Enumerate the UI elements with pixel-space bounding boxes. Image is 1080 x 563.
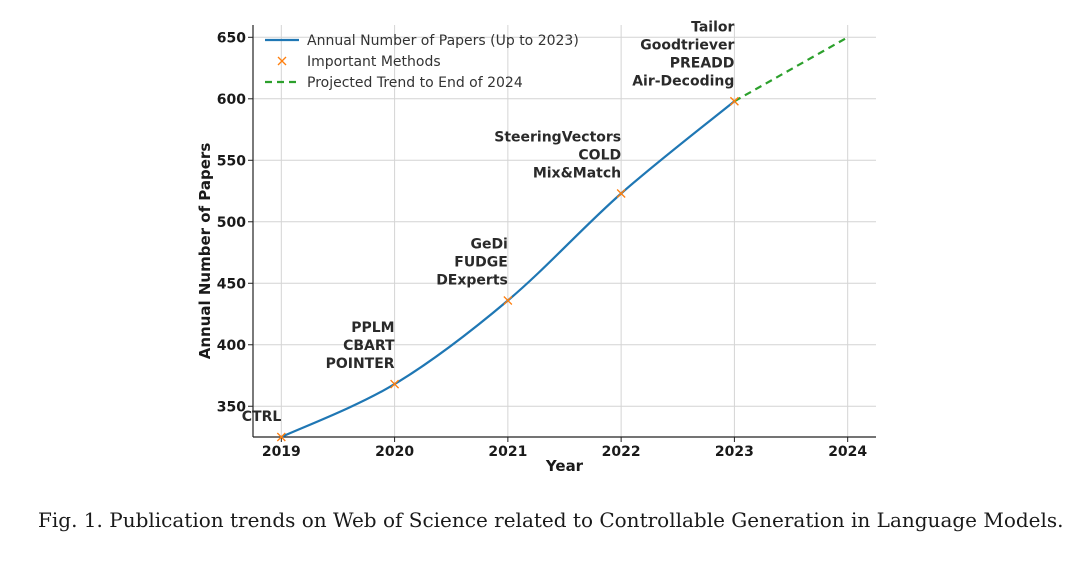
y-tick-label-400: 400 [217, 338, 246, 354]
y-tick-label-550: 550 [217, 153, 246, 169]
annotation-text: Mix&Match [533, 165, 621, 181]
annotation-text: CBART [343, 338, 395, 354]
figure-caption: Fig. 1. Publication trends on Web of Sci… [38, 508, 1064, 532]
annotation-text: Air-Decoding [632, 73, 734, 89]
annotation-2019: CTRL [242, 409, 282, 425]
method-marker-2020 [390, 379, 400, 389]
annotation-text: PREADD [670, 55, 735, 71]
annotation-text: CTRL [242, 409, 282, 425]
y-tick-label-600: 600 [217, 92, 246, 108]
annotation-2021: GeDi FUDGE DExperts [436, 236, 508, 288]
method-marker-2022 [616, 189, 626, 198]
annotation-text: COLD [578, 147, 621, 163]
marker-stroke [616, 189, 626, 198]
legend-swatch [277, 56, 287, 66]
y-tick-label-500: 500 [217, 215, 246, 231]
axes [248, 25, 876, 442]
method-marker-2021 [503, 296, 513, 305]
series-layer [280, 36, 849, 438]
marker-stroke [390, 379, 400, 389]
method-markers [276, 96, 739, 442]
method-annotations: CTRL PPLM CBART POINTER GeDi FUDGE DExperts Ste… [242, 19, 735, 425]
x-tick-label-2024: 2024 [828, 444, 867, 460]
annotation-text: Tailor [691, 19, 734, 35]
tick-labels: 2019 2020 2021 2022 2023 2024 350 400 450 500 550 6… [217, 30, 868, 460]
annotation-text: PPLM [351, 320, 394, 336]
legend: Annual Number of Papers (Up to 2023) Impo… [265, 33, 579, 91]
legend-entry-2: Important Methods [277, 54, 441, 70]
x-tick-label-2022: 2022 [602, 444, 641, 460]
method-marker-2019 [276, 432, 286, 442]
y-tick-label-650: 650 [217, 30, 246, 46]
x-tick-label-2019: 2019 [262, 444, 301, 460]
y-tick-label-450: 450 [217, 276, 246, 292]
marker-stroke [729, 96, 739, 106]
x-tick-label-2020: 2020 [375, 444, 414, 460]
series-line-projection [733, 36, 849, 103]
x-tick-label-2021: 2021 [488, 444, 527, 460]
legend-entry-1: Annual Number of Papers (Up to 2023) [265, 33, 579, 49]
legend-label: Annual Number of Papers (Up to 2023) [307, 33, 579, 49]
annotation-2023: Tailor Goodtriever PREADD Air-Decoding [632, 19, 734, 89]
y-tick-label-350: 350 [217, 399, 246, 415]
marker-stroke [276, 432, 286, 442]
annotation-text: FUDGE [454, 254, 508, 270]
annotation-2022: SteeringVectors COLD Mix&Match [494, 129, 621, 181]
legend-label: Important Methods [307, 54, 441, 70]
annotation-text: GeDi [470, 236, 507, 252]
annotation-text: DExperts [436, 272, 508, 288]
annotation-text: POINTER [326, 356, 395, 372]
x-axis-label: Year [545, 457, 584, 475]
method-marker-2023 [729, 96, 739, 106]
legend-entry-3: Projected Trend to End of 2024 [265, 75, 523, 91]
annotation-text: Goodtriever [640, 37, 734, 53]
marker-stroke [503, 296, 513, 305]
x-tick-label-2023: 2023 [715, 444, 754, 460]
grid [253, 25, 876, 437]
annotation-text: SteeringVectors [494, 129, 621, 145]
y-axis-label: Annual Number of Papers [196, 143, 214, 360]
legend-label: Projected Trend to End of 2024 [307, 75, 523, 91]
annotation-2020: PPLM CBART POINTER [326, 320, 395, 372]
publication-trend-chart: CTRL PPLM CBART POINTER GeDi FUDGE DExperts Ste… [196, 19, 876, 475]
